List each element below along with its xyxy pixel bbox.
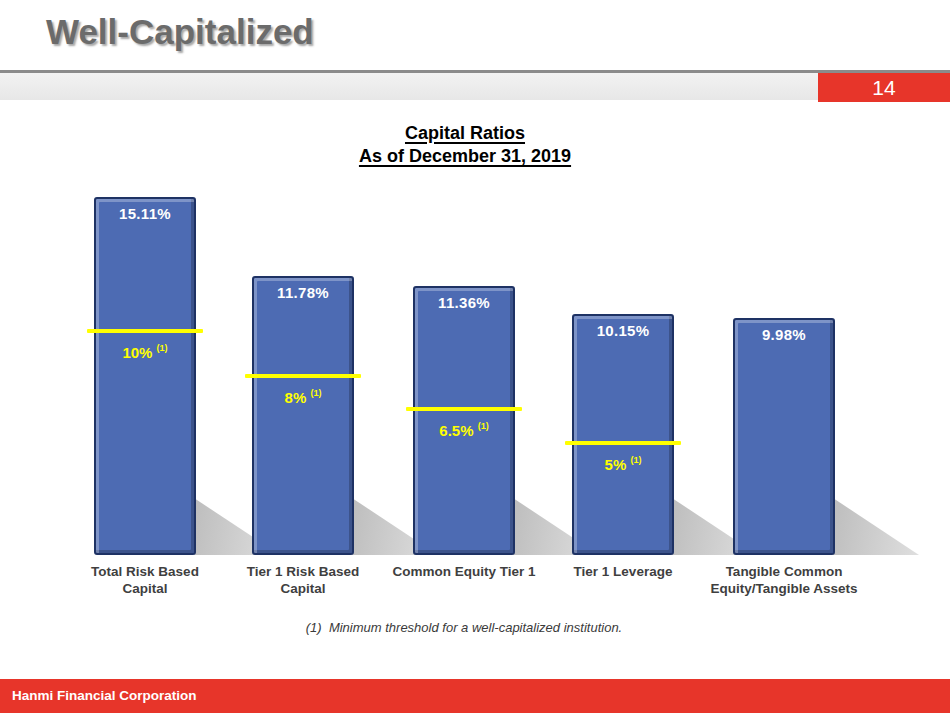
bar bbox=[252, 276, 354, 555]
threshold-label: 6.5% (1) bbox=[413, 422, 515, 439]
footer-bar: Hanmi Financial Corporation bbox=[0, 679, 950, 713]
threshold-footnote-marker: (1) bbox=[478, 421, 489, 431]
bar-value-label: 9.98% bbox=[733, 326, 835, 343]
threshold-label: 10% (1) bbox=[94, 344, 196, 361]
footnote: (1) Minimum threshold for a well-capital… bbox=[64, 620, 864, 635]
capital-ratios-bar-chart: 15.11%10% (1)Total Risk Based Capital11.… bbox=[0, 0, 950, 713]
threshold-label: 5% (1) bbox=[572, 456, 674, 473]
category-label: Tangible Common Equity/Tangible Assets bbox=[684, 563, 884, 597]
bar bbox=[94, 197, 196, 555]
threshold-footnote-marker: (1) bbox=[157, 343, 168, 353]
threshold-line bbox=[406, 407, 522, 411]
bar-value-label: 11.36% bbox=[413, 294, 515, 311]
threshold-footnote-marker: (1) bbox=[310, 388, 321, 398]
bar-value-label: 11.78% bbox=[252, 284, 354, 301]
threshold-line bbox=[565, 441, 681, 445]
threshold-footnote-marker: (1) bbox=[630, 455, 641, 465]
bar-value-label: 15.11% bbox=[94, 205, 196, 222]
footer-company-name: Hanmi Financial Corporation bbox=[0, 679, 950, 713]
bar bbox=[733, 318, 835, 555]
bar bbox=[413, 286, 515, 555]
bar bbox=[572, 314, 674, 555]
bar-shadow bbox=[833, 498, 919, 555]
threshold-label: 8% (1) bbox=[252, 389, 354, 406]
threshold-line bbox=[245, 374, 361, 378]
bar-value-label: 10.15% bbox=[572, 322, 674, 339]
threshold-line bbox=[87, 329, 203, 333]
slide: Well-Capitalized 14 Capital Ratios As of… bbox=[0, 0, 950, 713]
